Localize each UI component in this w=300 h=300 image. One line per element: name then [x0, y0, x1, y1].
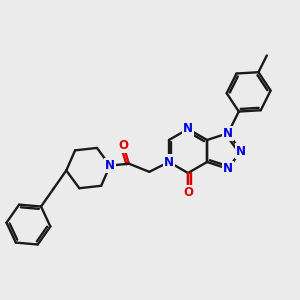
Text: N: N — [164, 155, 174, 169]
Text: O: O — [183, 187, 193, 200]
Text: N: N — [183, 122, 193, 136]
Text: N: N — [236, 145, 246, 158]
Text: O: O — [118, 139, 128, 152]
Text: N: N — [105, 159, 115, 172]
Text: N: N — [223, 162, 233, 175]
Text: N: N — [223, 127, 233, 140]
